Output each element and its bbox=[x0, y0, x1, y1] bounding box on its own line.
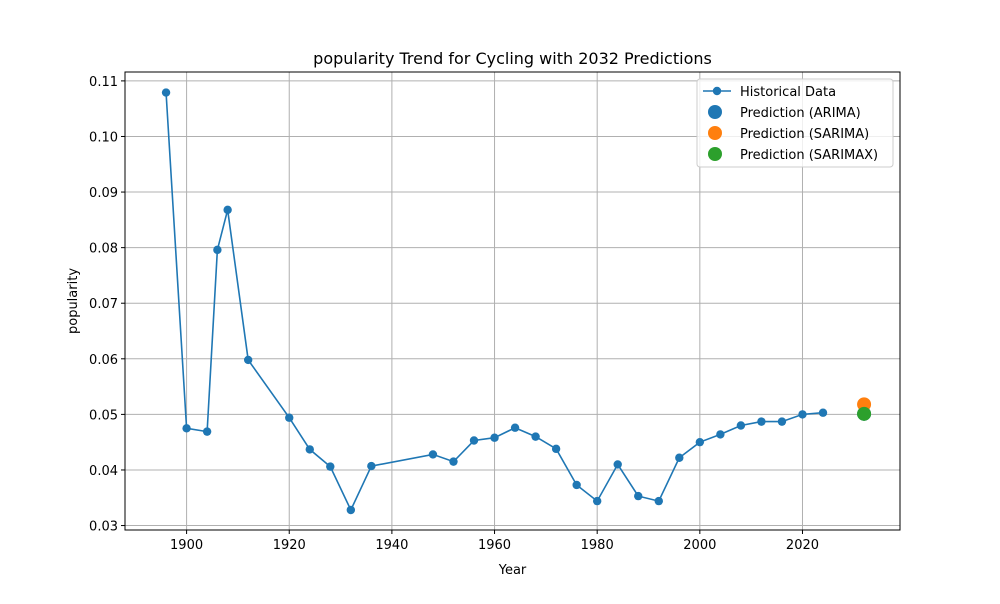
historical-data-point bbox=[757, 417, 766, 426]
x-tick-label: 2000 bbox=[683, 538, 716, 553]
chart-title: popularity Trend for Cycling with 2032 P… bbox=[313, 49, 712, 68]
legend-box bbox=[696, 78, 894, 168]
historical-data-point bbox=[367, 461, 376, 471]
historical-data-point bbox=[161, 88, 171, 97]
historical-data-point bbox=[326, 462, 335, 471]
y-tick-label: 0.07 bbox=[89, 297, 118, 312]
y-tick-label: 0.10 bbox=[89, 130, 118, 145]
y-tick-label: 0.04 bbox=[89, 464, 118, 479]
x-tick-label: 1960 bbox=[478, 538, 511, 553]
historical-data-point bbox=[490, 433, 499, 442]
historical-data-point bbox=[510, 423, 520, 432]
x-tick-label: 2020 bbox=[786, 538, 819, 553]
legend-label: Prediction (SARIMAX) bbox=[740, 148, 878, 163]
historical-data-point bbox=[736, 421, 746, 430]
y-tick-label: 0.06 bbox=[89, 353, 118, 368]
legend-marker-swatch bbox=[708, 147, 722, 161]
x-tick-label: 1980 bbox=[581, 538, 614, 553]
legend-marker-swatch bbox=[708, 126, 722, 140]
legend-label: Prediction (SARIMA) bbox=[740, 127, 869, 142]
y-tick-label: 0.05 bbox=[89, 408, 118, 423]
historical-data-point bbox=[592, 496, 602, 506]
historical-data-point bbox=[469, 436, 479, 445]
historical-data-point bbox=[305, 445, 314, 454]
historical-data-point bbox=[818, 408, 828, 417]
historical-data-point bbox=[202, 427, 212, 436]
x-tick-label: 1920 bbox=[273, 538, 306, 553]
y-tick-label: 0.03 bbox=[89, 520, 118, 535]
legend-marker-swatch bbox=[712, 86, 722, 96]
x-tick-label: 1940 bbox=[375, 538, 408, 553]
legend-marker-swatch bbox=[708, 105, 722, 119]
historical-data-point bbox=[572, 480, 581, 490]
historical-data-point bbox=[243, 355, 253, 365]
historical-data-point bbox=[777, 417, 787, 426]
data-series bbox=[161, 88, 872, 515]
grid-lines bbox=[125, 72, 900, 530]
historical-data-point bbox=[531, 432, 540, 441]
historical-data-point bbox=[551, 444, 561, 454]
historical-data-point bbox=[695, 437, 705, 447]
x-tick-label: 1900 bbox=[170, 538, 203, 553]
historical-data-point bbox=[716, 430, 725, 439]
historical-data-point bbox=[798, 410, 807, 419]
historical-data-point bbox=[428, 450, 438, 459]
historical-data-point bbox=[634, 491, 643, 501]
legend-label: Prediction (ARIMA) bbox=[740, 106, 861, 121]
historical-data-point bbox=[346, 505, 356, 515]
historical-data-point bbox=[285, 413, 294, 422]
y-tick-label: 0.08 bbox=[89, 242, 118, 257]
historical-data-point bbox=[654, 496, 663, 506]
historical-data-point bbox=[223, 205, 232, 215]
axis-ticks: 1900 1920 1940 1960 1980 2000 2020 0.03 0.04 0.05… bbox=[89, 75, 819, 553]
prediction-point-sarimax bbox=[857, 406, 872, 421]
plot-frame bbox=[124, 71, 901, 531]
historical-data-point bbox=[182, 424, 191, 433]
legend: Historical Data Prediction (ARIMA) Predict… bbox=[696, 78, 894, 168]
historical-data-point bbox=[213, 245, 222, 255]
y-tick-label: 0.11 bbox=[89, 75, 118, 90]
historical-data-point bbox=[613, 460, 622, 469]
legend-label: Historical Data bbox=[740, 85, 836, 100]
historical-data-point bbox=[449, 457, 458, 466]
x-axis-label: Year bbox=[498, 563, 527, 578]
historical-data-point bbox=[675, 453, 684, 462]
y-tick-label: 0.09 bbox=[89, 186, 118, 201]
y-axis-label: popularity bbox=[66, 268, 81, 334]
